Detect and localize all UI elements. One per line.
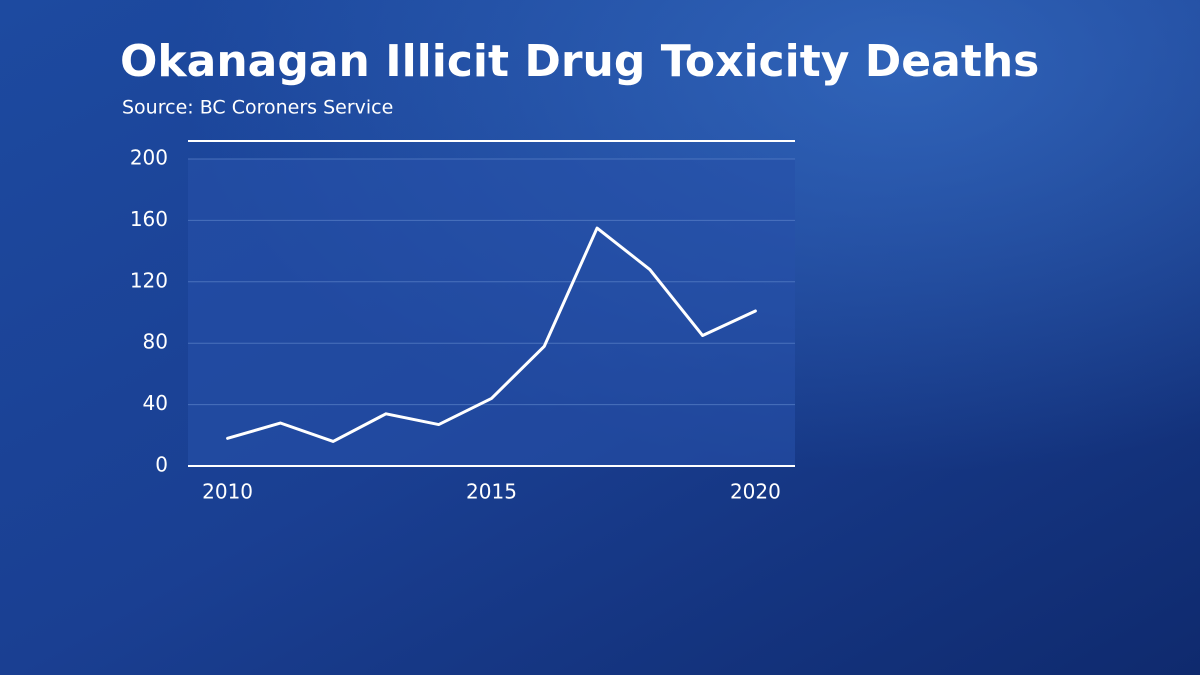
y-tick-label: 0 (155, 453, 168, 477)
chart-subtitle: Source: BC Coroners Service (122, 97, 393, 119)
y-tick-label: 40 (143, 391, 168, 415)
y-tick-label: 160 (130, 207, 168, 231)
plot-area (188, 159, 795, 466)
y-tick-label: 200 (130, 146, 168, 170)
y-tick-label: 80 (143, 330, 168, 354)
x-tick-label: 2020 (730, 480, 781, 504)
y-tick-label: 120 (130, 268, 168, 292)
x-tick-label: 2015 (466, 480, 517, 504)
chart-title: Okanagan Illicit Drug Toxicity Deaths (120, 36, 1039, 87)
data-line (226, 226, 757, 443)
x-tick-label: 2010 (202, 480, 253, 504)
